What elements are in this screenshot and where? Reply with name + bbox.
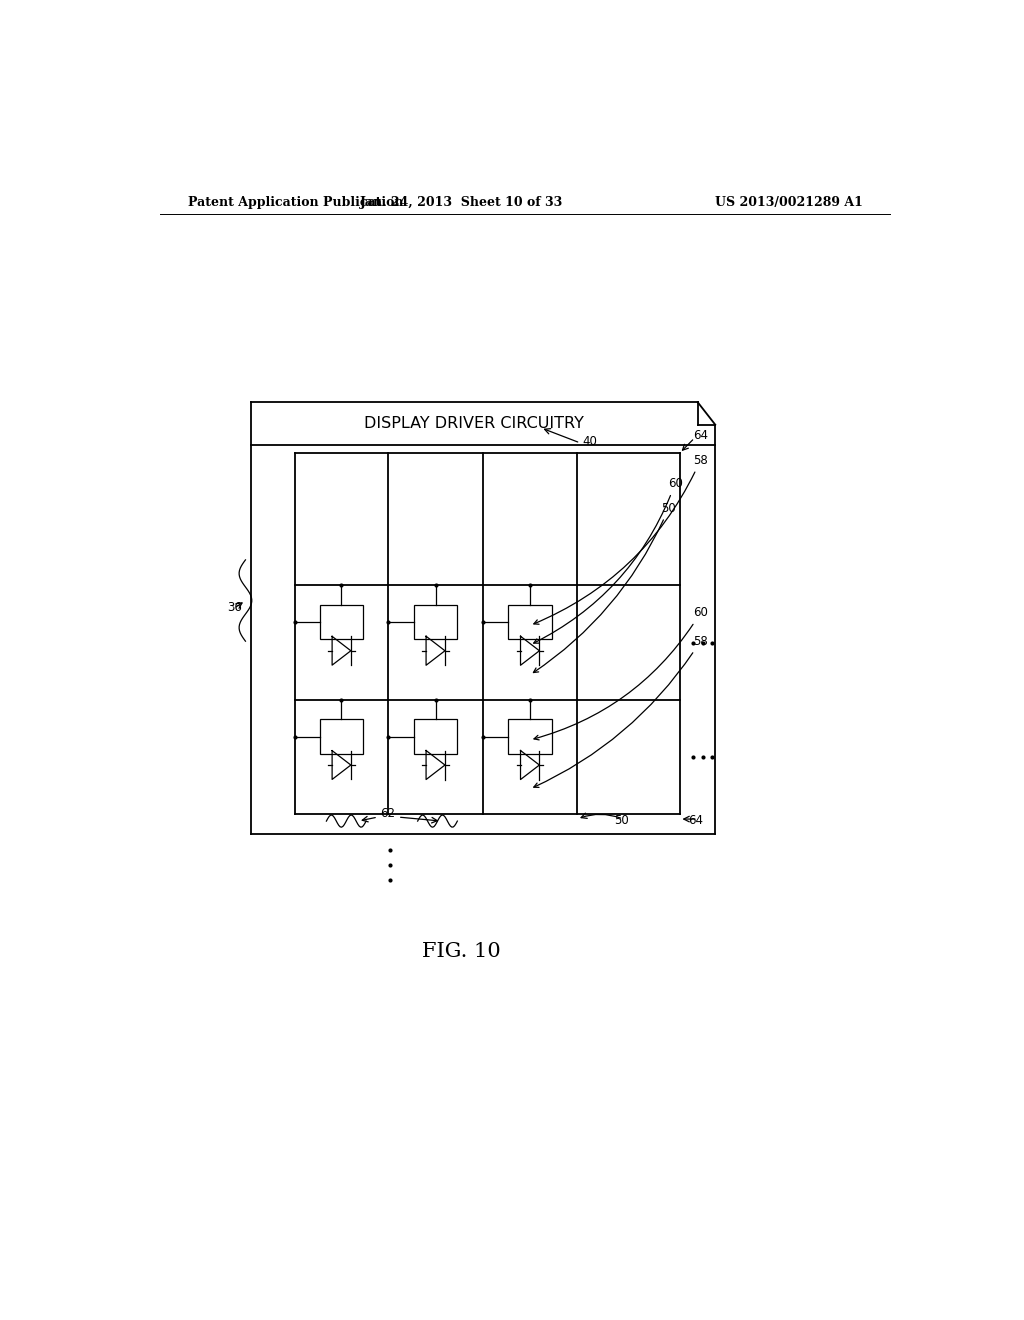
Text: 60: 60 [534,477,683,643]
Text: 36: 36 [227,601,242,614]
Text: 40: 40 [582,436,597,447]
Text: 62: 62 [380,807,395,820]
Bar [508,719,552,754]
Bar [319,605,364,639]
Text: 60: 60 [534,606,708,741]
Text: 64: 64 [693,429,708,442]
Text: 50: 50 [534,502,676,673]
Text: 50: 50 [613,814,629,828]
Text: 58: 58 [534,635,708,788]
Text: 58: 58 [534,454,708,624]
Bar [414,605,458,639]
Text: US 2013/0021289 A1: US 2013/0021289 A1 [715,195,863,209]
Bar [414,719,458,754]
Text: 64: 64 [688,814,703,828]
Text: DISPLAY DRIVER CIRCUITRY: DISPLAY DRIVER CIRCUITRY [365,416,585,432]
Text: Patent Application Publication: Patent Application Publication [187,195,403,209]
Bar [508,605,552,639]
Text: Jan. 24, 2013  Sheet 10 of 33: Jan. 24, 2013 Sheet 10 of 33 [359,195,563,209]
Text: FIG. 10: FIG. 10 [422,941,501,961]
Bar [319,719,364,754]
